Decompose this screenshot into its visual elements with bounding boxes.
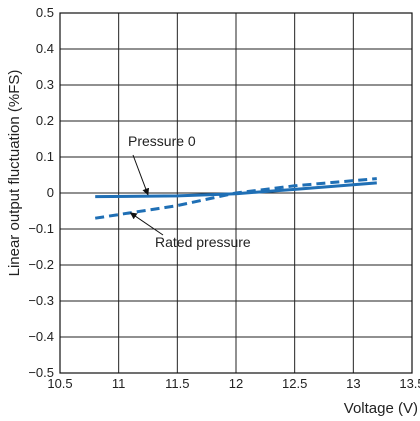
y-axis-label: Linear output fluctuation (%FS) xyxy=(6,70,23,277)
y-tick-label: 0.2 xyxy=(36,113,54,128)
y-tick-label: −0.2 xyxy=(28,257,54,272)
annotations: Pressure 0 Rated pressure xyxy=(128,133,251,250)
x-axis-label: Voltage (V) xyxy=(344,400,418,417)
y-tick-label: −0.1 xyxy=(28,221,54,236)
rated-pressure-line xyxy=(94,177,377,220)
pressure-zero-annotation: Pressure 0 xyxy=(128,133,196,149)
x-tick-label: 11.5 xyxy=(165,376,189,391)
rated-pressure-annotation: Rated pressure xyxy=(155,234,251,250)
y-tick-label: −0.4 xyxy=(28,329,54,344)
x-tick-label: 13 xyxy=(346,376,360,391)
x-tick-label: 10.5 xyxy=(47,376,72,391)
grid-lines xyxy=(60,13,412,373)
y-tick-label: −0.5 xyxy=(28,365,54,380)
y-tick-label: 0.4 xyxy=(36,41,54,56)
x-tick-label: 13.5 xyxy=(399,376,420,391)
y-tick-label: 0.1 xyxy=(36,149,54,164)
plot-frame xyxy=(59,12,413,374)
y-tick-label: 0 xyxy=(47,185,54,200)
x-tick-label: 12.5 xyxy=(282,376,307,391)
y-tick-label: 0.5 xyxy=(36,5,54,20)
series-lines xyxy=(94,177,377,220)
y-tick-label: 0.3 xyxy=(36,77,54,92)
annotation-arrow xyxy=(129,212,164,236)
y-tick-label: −0.3 xyxy=(28,293,54,308)
x-tick-label: 12 xyxy=(229,376,243,391)
annotation-arrow xyxy=(132,154,150,196)
tick-labels: 10.5 11 11.5 12 12.5 13 13.5 0.5 0.4 0.3 0.2 0.1 0 −0… xyxy=(28,5,420,391)
x-tick-label: 11 xyxy=(112,376,126,391)
